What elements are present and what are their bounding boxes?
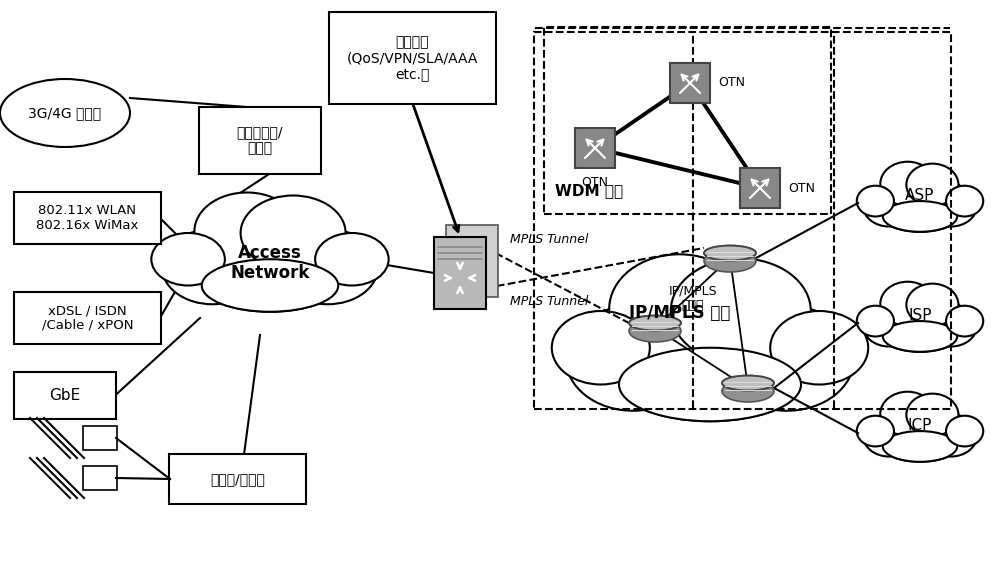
Ellipse shape — [880, 162, 935, 206]
Ellipse shape — [883, 431, 957, 462]
Text: IP/MPLS
路山器: IP/MPLS 路山器 — [669, 284, 717, 312]
FancyBboxPatch shape — [670, 63, 710, 103]
Ellipse shape — [906, 284, 958, 326]
Ellipse shape — [880, 282, 935, 326]
FancyBboxPatch shape — [169, 454, 306, 504]
Text: ISP: ISP — [908, 309, 932, 323]
Text: 基站控制器/
路山器: 基站控制器/ 路山器 — [237, 126, 283, 155]
Ellipse shape — [925, 304, 977, 346]
Text: xDSL / ISDN
/Cable / xPON: xDSL / ISDN /Cable / xPON — [42, 304, 133, 332]
Ellipse shape — [883, 201, 957, 232]
FancyBboxPatch shape — [329, 12, 496, 104]
Ellipse shape — [946, 186, 983, 216]
Ellipse shape — [629, 315, 681, 330]
Ellipse shape — [863, 304, 915, 346]
Ellipse shape — [722, 376, 774, 391]
Ellipse shape — [619, 348, 801, 421]
Text: 3G/4G 户外网: 3G/4G 户外网 — [28, 106, 102, 120]
Ellipse shape — [770, 311, 868, 385]
Ellipse shape — [857, 186, 894, 216]
Ellipse shape — [277, 229, 378, 304]
Ellipse shape — [906, 164, 958, 206]
Text: MPLS Tunnel: MPLS Tunnel — [510, 295, 588, 308]
Ellipse shape — [194, 193, 299, 270]
FancyBboxPatch shape — [199, 107, 321, 174]
FancyBboxPatch shape — [14, 292, 161, 344]
Text: GbE: GbE — [49, 388, 81, 403]
FancyBboxPatch shape — [575, 128, 615, 168]
Text: ICP: ICP — [908, 418, 932, 434]
FancyBboxPatch shape — [83, 426, 117, 450]
Ellipse shape — [870, 174, 970, 232]
Text: OTN: OTN — [718, 77, 745, 90]
Ellipse shape — [181, 215, 359, 312]
Ellipse shape — [609, 254, 749, 364]
Ellipse shape — [870, 404, 970, 462]
Ellipse shape — [906, 394, 958, 436]
Ellipse shape — [552, 311, 650, 385]
Ellipse shape — [857, 415, 894, 446]
Ellipse shape — [151, 233, 225, 285]
Ellipse shape — [241, 195, 346, 270]
FancyBboxPatch shape — [434, 237, 486, 309]
Ellipse shape — [880, 392, 935, 436]
Text: 路由器/交换机: 路由器/交换机 — [210, 472, 265, 486]
Ellipse shape — [566, 306, 700, 411]
Ellipse shape — [946, 306, 983, 337]
Ellipse shape — [857, 306, 894, 337]
Ellipse shape — [925, 184, 977, 226]
Text: 业务智能
(QoS/VPN/SLA/AAA
etc.）: 业务智能 (QoS/VPN/SLA/AAA etc.） — [347, 35, 478, 81]
Ellipse shape — [870, 294, 970, 352]
FancyBboxPatch shape — [446, 225, 498, 297]
Ellipse shape — [863, 184, 915, 226]
Ellipse shape — [591, 285, 829, 421]
Text: ASP: ASP — [905, 188, 935, 203]
Ellipse shape — [704, 250, 756, 272]
Ellipse shape — [883, 321, 957, 352]
FancyBboxPatch shape — [14, 192, 161, 244]
Ellipse shape — [720, 306, 854, 411]
Ellipse shape — [722, 380, 774, 402]
FancyBboxPatch shape — [740, 168, 780, 208]
Text: OTN: OTN — [582, 176, 608, 189]
Ellipse shape — [925, 414, 977, 457]
Ellipse shape — [946, 415, 983, 446]
Ellipse shape — [315, 233, 389, 285]
Ellipse shape — [704, 245, 756, 261]
FancyBboxPatch shape — [14, 372, 116, 419]
Ellipse shape — [162, 229, 263, 304]
Text: 802.11x WLAN
802.16x WiMax: 802.11x WLAN 802.16x WiMax — [36, 204, 139, 232]
Text: IP/MPLS 网络: IP/MPLS 网络 — [629, 304, 731, 322]
Ellipse shape — [202, 259, 338, 312]
FancyBboxPatch shape — [83, 466, 117, 490]
Ellipse shape — [0, 79, 130, 147]
Ellipse shape — [671, 258, 811, 364]
Text: Access
Network: Access Network — [230, 244, 310, 283]
Text: MPLS Tunnel: MPLS Tunnel — [510, 233, 588, 246]
Text: OTN: OTN — [788, 181, 815, 194]
Text: WDM 网络: WDM 网络 — [555, 183, 623, 198]
Ellipse shape — [863, 414, 915, 457]
Ellipse shape — [629, 320, 681, 342]
